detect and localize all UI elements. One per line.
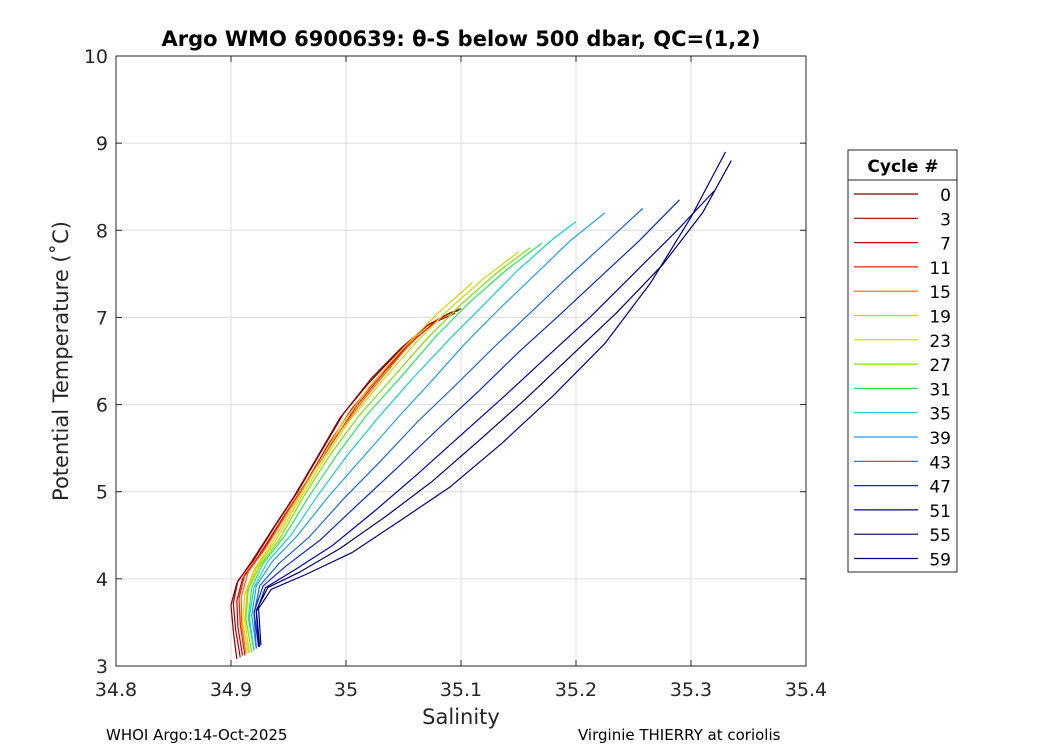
- y-tick-label: 4: [96, 569, 108, 591]
- series-line-cycle-3: [232, 308, 462, 658]
- x-tick-label: 34.8: [95, 679, 137, 701]
- legend-label-cycle-0: 0: [940, 186, 951, 206]
- legend-entries: 0 3 7 11 15 19 23 27 31 35 39 43 47 51 55 59: [854, 186, 951, 571]
- y-axis-label: Potential Temperature (˚C): [49, 221, 73, 501]
- series-line-cycle-19: [241, 282, 473, 654]
- series-line-cycle-15: [240, 334, 418, 654]
- legend-label-cycle-3: 3: [940, 210, 951, 230]
- footer-source: WHOI Argo:14-Oct-2025: [106, 726, 288, 744]
- y-axis-ticks: 3 4 5 6 7 8 9 10: [84, 46, 806, 678]
- x-tick-label: 35.2: [555, 679, 597, 701]
- series-line-cycle-0: [230, 309, 459, 660]
- grid-lines: [116, 56, 806, 666]
- legend-label-cycle-31: 31: [929, 380, 951, 400]
- x-axis-label: Salinity: [422, 705, 500, 729]
- y-tick-label: 7: [96, 307, 108, 329]
- legend-label-cycle-27: 27: [929, 356, 951, 376]
- y-tick-label: 10: [84, 46, 108, 68]
- legend-label-cycle-39: 39: [929, 429, 951, 449]
- y-tick-label: 5: [96, 482, 108, 504]
- x-tick-label: 34.9: [210, 679, 252, 701]
- legend-label-cycle-51: 51: [929, 502, 951, 522]
- legend-label-cycle-59: 59: [929, 551, 951, 571]
- series-line-cycle-55: [255, 160, 732, 647]
- x-tick-label: 35.1: [440, 679, 482, 701]
- series-line-cycle-11: [238, 318, 439, 656]
- legend-label-cycle-19: 19: [929, 308, 951, 328]
- legend-label-cycle-47: 47: [929, 478, 951, 498]
- y-tick-label: 3: [96, 656, 108, 678]
- y-tick-label: 6: [96, 395, 108, 417]
- x-axis-ticks: 34.8 34.9 35 35.1 35.2 35.3 35.4: [95, 56, 827, 701]
- series-line-cycle-31: [247, 242, 542, 651]
- series-line-cycle-23: [244, 251, 519, 653]
- legend-label-cycle-23: 23: [929, 332, 951, 352]
- x-tick-label: 35: [334, 679, 358, 701]
- chart-title: Argo WMO 6900639: θ-S below 500 dbar, QC…: [162, 27, 761, 51]
- series-line-cycle-27: [245, 247, 531, 653]
- legend: Cycle # 0 3 7 11 15 19 23 27 31 35 39 43 47 51 55 59: [847, 149, 958, 573]
- x-tick-label: 35.3: [670, 679, 712, 701]
- legend-label-cycle-55: 55: [929, 526, 951, 546]
- legend-label-cycle-11: 11: [929, 259, 951, 279]
- legend-title: Cycle #: [867, 157, 938, 177]
- legend-box: [847, 149, 958, 573]
- series-line-cycle-39: [251, 212, 606, 649]
- series-line-cycle-43: [253, 208, 644, 649]
- x-tick-label: 35.4: [785, 679, 827, 701]
- legend-label-cycle-7: 7: [940, 235, 951, 255]
- series-line-cycle-51: [255, 190, 715, 647]
- series-line-cycle-47: [253, 199, 680, 647]
- series-line-cycle-35: [248, 221, 577, 651]
- legend-label-cycle-35: 35: [929, 405, 951, 425]
- footer-author: Virginie THIERRY at coriolis: [578, 726, 781, 744]
- series-line-cycle-59: [258, 151, 727, 646]
- y-tick-label: 9: [96, 133, 108, 155]
- data-series: [230, 151, 732, 660]
- legend-label-cycle-15: 15: [929, 283, 951, 303]
- y-tick-label: 8: [96, 220, 108, 242]
- legend-label-cycle-43: 43: [929, 453, 951, 473]
